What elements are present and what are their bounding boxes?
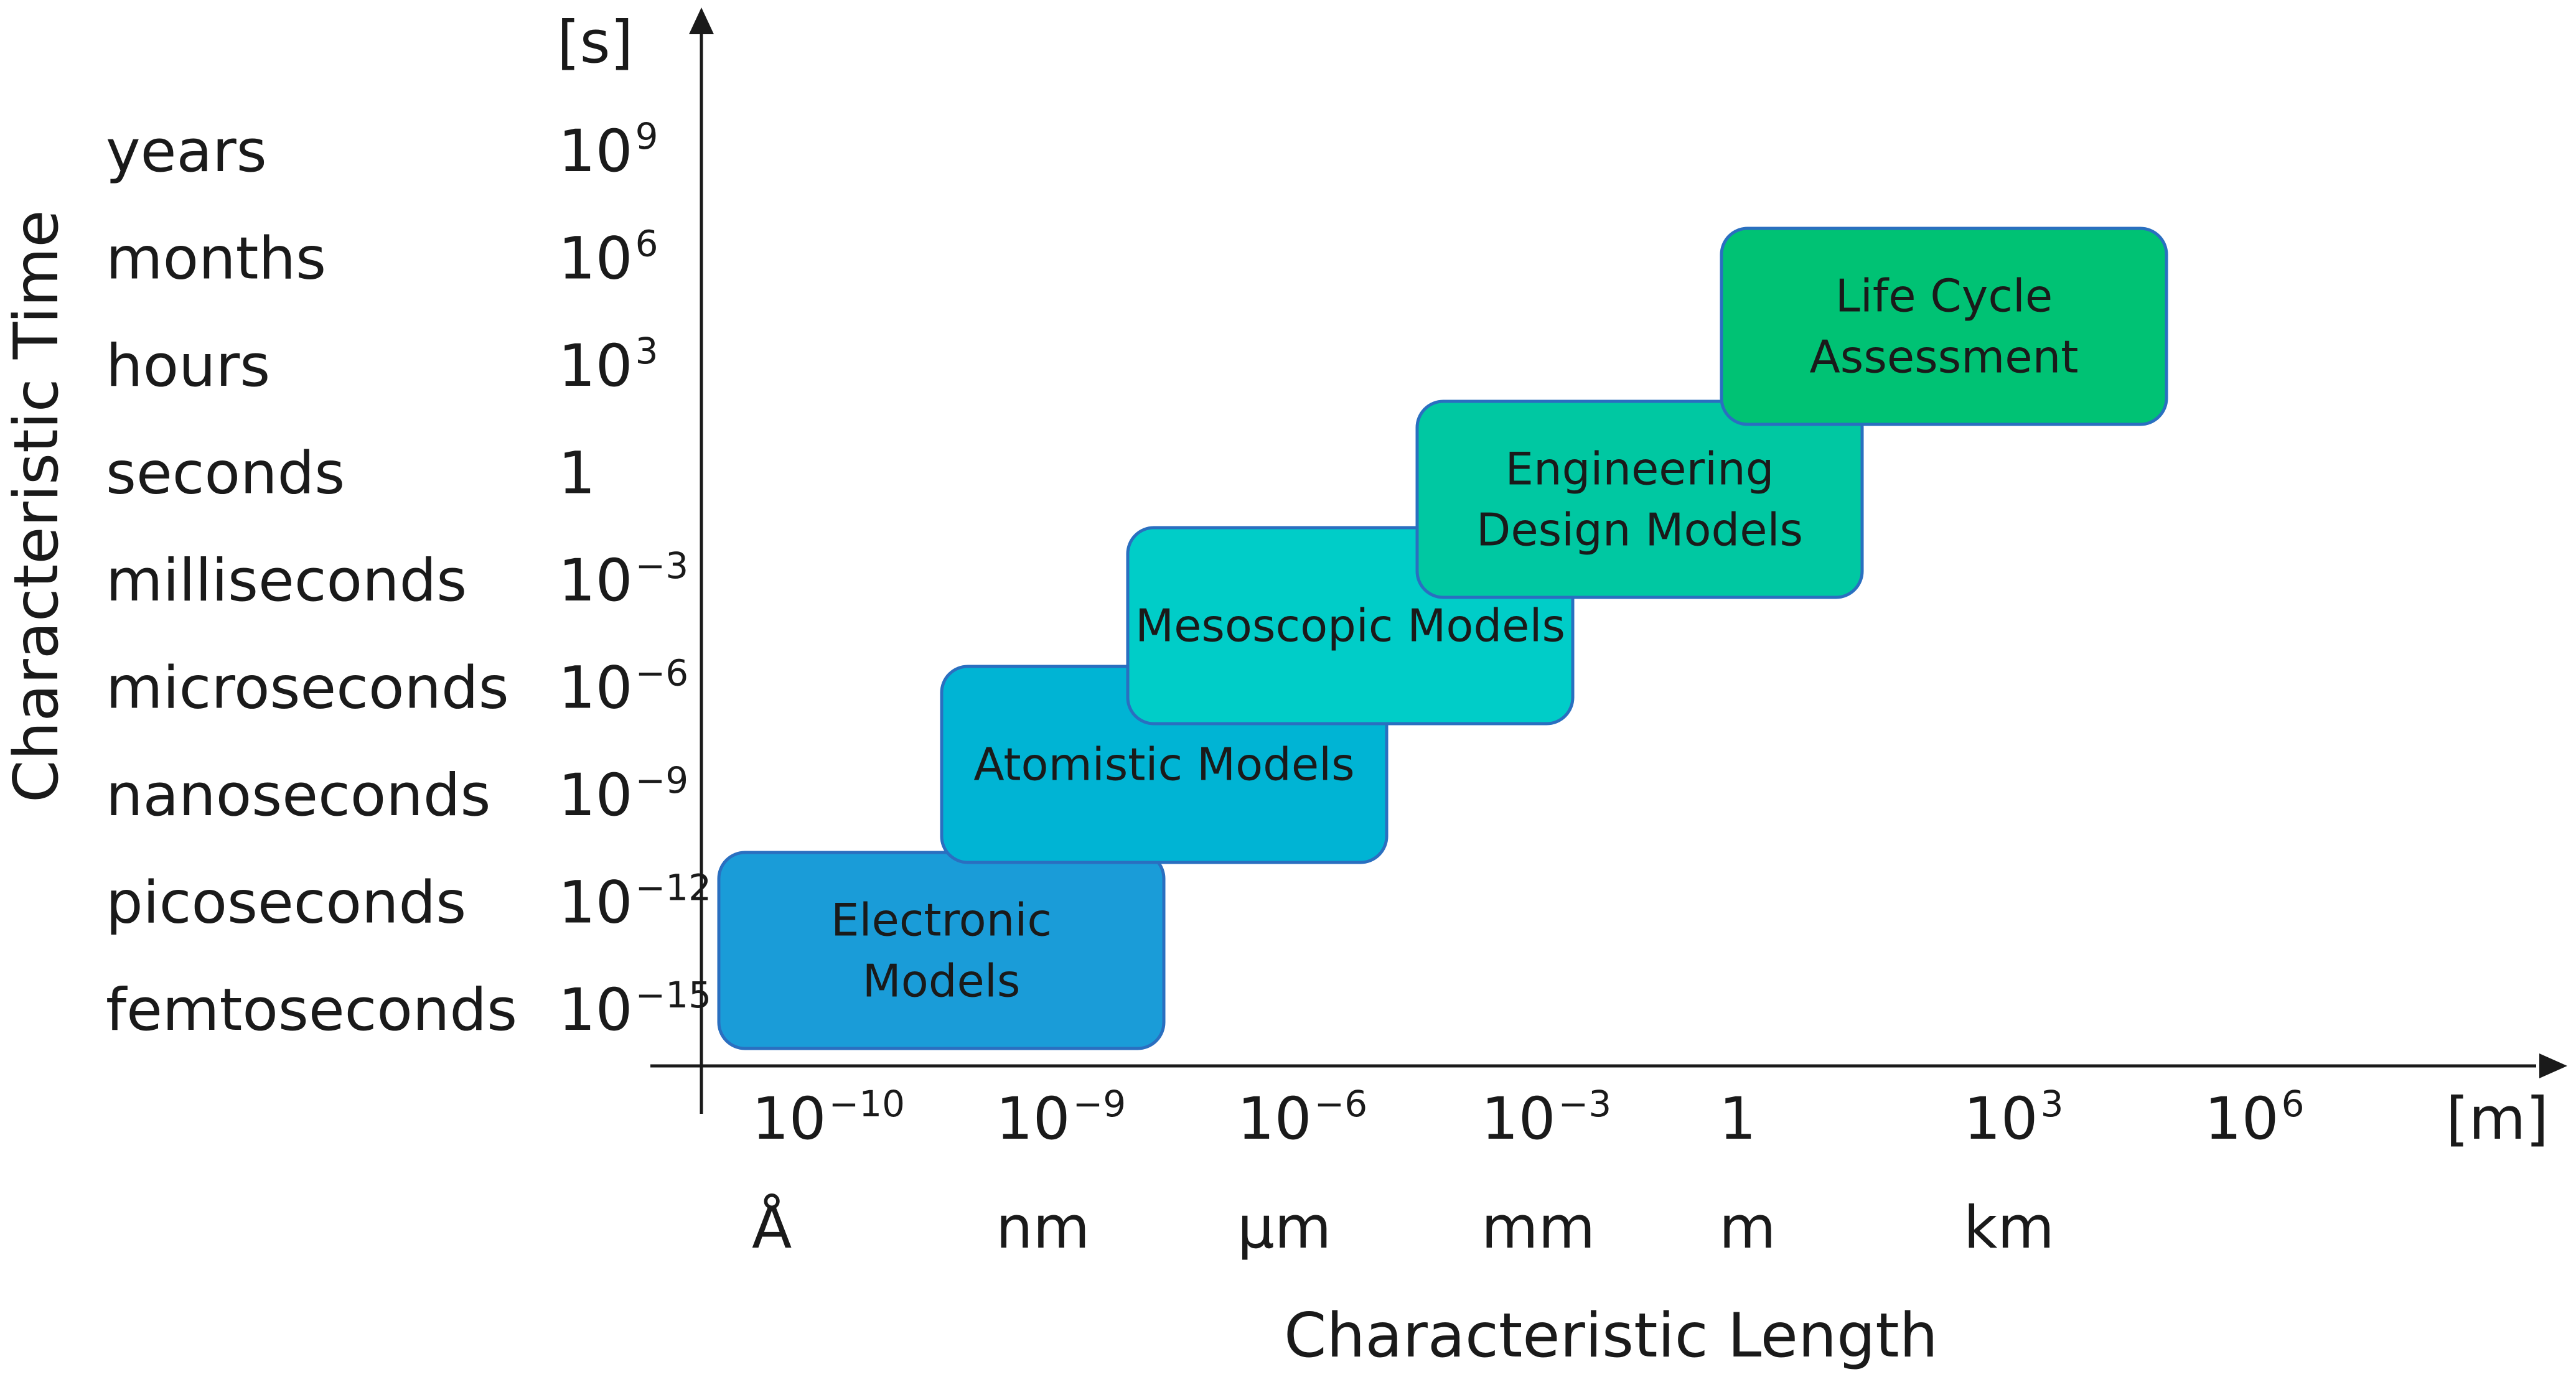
length-value-4-base: 1 xyxy=(1719,1085,1756,1153)
model-boxes: Electronic Models Atomistic Models Mesoscop… xyxy=(717,226,2168,1050)
y-axis-title: Characteristic Time xyxy=(1,210,72,803)
time-value-nanoseconds-exponent: −9 xyxy=(635,759,689,801)
time-value-milliseconds: 10−3 xyxy=(558,544,688,615)
time-value-seconds: 1 xyxy=(558,440,596,508)
length-value-0-exponent: −10 xyxy=(829,1083,905,1125)
time-value-nanoseconds-base: 10 xyxy=(558,762,633,829)
y-axis-arrow-icon xyxy=(689,7,714,34)
length-unit-5: km xyxy=(1964,1194,2054,1262)
time-value-microseconds: 10−6 xyxy=(558,652,688,722)
time-label-seconds: seconds xyxy=(106,440,345,508)
time-label-microseconds: microseconds xyxy=(106,655,509,722)
time-value-milliseconds-base: 10 xyxy=(558,547,633,615)
time-label-years: years xyxy=(106,118,267,185)
length-value-3: 10−3 xyxy=(1481,1083,1611,1153)
model-box-0: Electronic Models xyxy=(717,851,1166,1050)
time-label-milliseconds: milliseconds xyxy=(106,547,467,615)
length-unit-3: mm xyxy=(1481,1194,1595,1262)
model-box-shape-3 xyxy=(1415,399,1864,599)
time-value-months-exponent: 6 xyxy=(635,223,658,265)
length-value-6: 106 xyxy=(2204,1083,2305,1153)
time-value-nanoseconds: 10−9 xyxy=(558,759,688,829)
length-value-2: 10−6 xyxy=(1237,1083,1367,1153)
model-label-4-1: Assessment xyxy=(1810,331,2079,383)
length-value-6-exponent: 6 xyxy=(2282,1083,2305,1125)
model-label-2-0: Mesoscopic Models xyxy=(1135,600,1565,652)
time-label-femtoseconds: femtoseconds xyxy=(106,976,517,1044)
model-label-1-0: Atomistic Models xyxy=(973,739,1354,791)
time-value-hours-exponent: 3 xyxy=(635,330,658,372)
time-value-hours: 103 xyxy=(558,330,658,400)
length-value-0: 10−10 xyxy=(752,1083,905,1153)
time-value-microseconds-base: 10 xyxy=(558,655,633,722)
x-axis-title: Characteristic Length xyxy=(1284,1300,1938,1371)
length-value-4: 1 xyxy=(1719,1085,1756,1153)
model-box-shape-0 xyxy=(717,851,1166,1050)
y-axis-unit: [s] xyxy=(557,9,633,77)
model-label-3-1: Design Models xyxy=(1476,504,1803,556)
length-unit-0: Å xyxy=(752,1193,792,1262)
time-value-femtoseconds: 10−15 xyxy=(558,974,711,1044)
model-label-3-0: Engineering xyxy=(1506,443,1774,495)
time-value-years-exponent: 9 xyxy=(635,115,658,157)
model-box-shape-4 xyxy=(1720,226,2168,426)
length-value-6-base: 10 xyxy=(2204,1085,2279,1153)
length-value-3-base: 10 xyxy=(1481,1085,1556,1153)
time-value-picoseconds-base: 10 xyxy=(558,869,633,937)
length-unit-2: µm xyxy=(1237,1194,1331,1262)
model-label-0-1: Models xyxy=(863,955,1021,1007)
model-label-4-0: Life Cycle xyxy=(1835,270,2053,322)
length-value-5: 103 xyxy=(1964,1083,2064,1153)
length-value-3-exponent: −3 xyxy=(1558,1083,1612,1125)
time-label-months: months xyxy=(106,225,326,293)
length-unit-1: nm xyxy=(996,1194,1090,1262)
length-value-1-base: 10 xyxy=(996,1085,1070,1153)
time-label-picoseconds: picoseconds xyxy=(106,869,466,937)
length-value-2-base: 10 xyxy=(1237,1085,1312,1153)
time-value-picoseconds: 10−12 xyxy=(558,867,711,937)
time-label-nanoseconds: nanoseconds xyxy=(106,762,490,829)
model-box-4: Life Cycle Assessment xyxy=(1720,226,2168,426)
length-value-1: 10−9 xyxy=(996,1083,1126,1153)
time-value-months-base: 10 xyxy=(558,225,633,293)
model-box-3: Engineering Design Models xyxy=(1415,399,1864,599)
length-value-5-exponent: 3 xyxy=(2041,1083,2064,1125)
time-value-hours-base: 10 xyxy=(558,332,633,400)
x-axis-arrow-icon xyxy=(2539,1053,2567,1078)
time-value-picoseconds-exponent: −12 xyxy=(635,867,711,909)
length-value-1-exponent: −9 xyxy=(1073,1083,1126,1125)
time-value-femtoseconds-base: 10 xyxy=(558,976,633,1044)
time-value-seconds-base: 1 xyxy=(558,440,596,508)
model-label-0-0: Electronic xyxy=(831,894,1052,946)
time-value-milliseconds-exponent: −3 xyxy=(635,544,689,587)
length-unit-4: m xyxy=(1719,1194,1776,1262)
time-label-hours: hours xyxy=(106,332,270,400)
length-value-2-exponent: −6 xyxy=(1314,1083,1368,1125)
length-value-0-base: 10 xyxy=(752,1085,827,1153)
length-value-5-base: 10 xyxy=(1964,1085,2038,1153)
x-axis-unit: [m] xyxy=(2446,1085,2549,1153)
time-value-microseconds-exponent: −6 xyxy=(635,652,689,694)
time-value-years: 109 xyxy=(558,115,658,185)
time-value-months: 106 xyxy=(558,223,658,293)
time-value-years-base: 10 xyxy=(558,118,633,185)
time-value-femtoseconds-exponent: −15 xyxy=(635,974,711,1016)
